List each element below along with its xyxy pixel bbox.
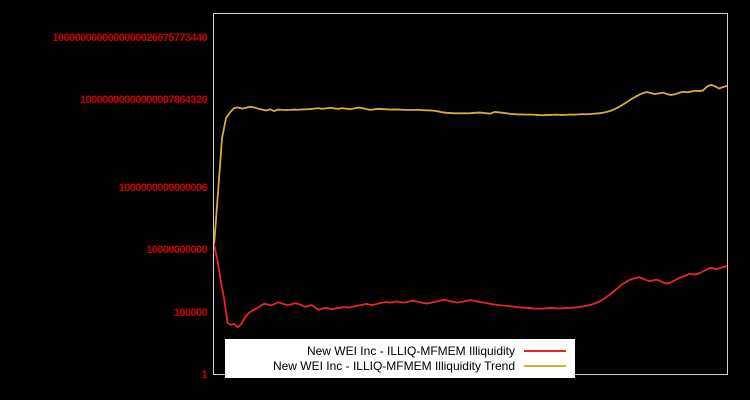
plot-area: [213, 13, 728, 375]
legend-color-swatch: [524, 349, 566, 352]
legend-label: New WEI Inc - ILLIQ-MFMEM Illiquidity: [306, 343, 515, 358]
series-line-illiquidity: [214, 243, 727, 328]
legend-item[interactable]: New WEI Inc - ILLIQ-MFMEM Illiquidity Tr…: [232, 358, 568, 373]
y-axis-tick-label: 10000000000: [146, 244, 207, 257]
legend-color-swatch: [524, 364, 566, 367]
series-line-trend: [214, 83, 727, 248]
legend-item[interactable]: New WEI Inc - ILLIQ-MFMEM Illiquidity: [232, 343, 568, 358]
y-axis-tick-label: 1: [201, 369, 207, 381]
y-axis-tick-label: 100000: [173, 306, 208, 319]
legend-label: New WEI Inc - ILLIQ-MFMEM Illiquidity Tr…: [272, 358, 515, 373]
y-axis-tick-label: 10000000000000007864320: [80, 94, 208, 107]
plot-svg: [214, 83, 727, 328]
y-axis-tick-label: 1000000000000000026675773440: [52, 31, 208, 44]
chart-legend: New WEI Inc - ILLIQ-MFMEM Illiquidity Ne…: [225, 339, 575, 378]
y-axis-tick-label: 1000000000000006: [118, 181, 208, 194]
